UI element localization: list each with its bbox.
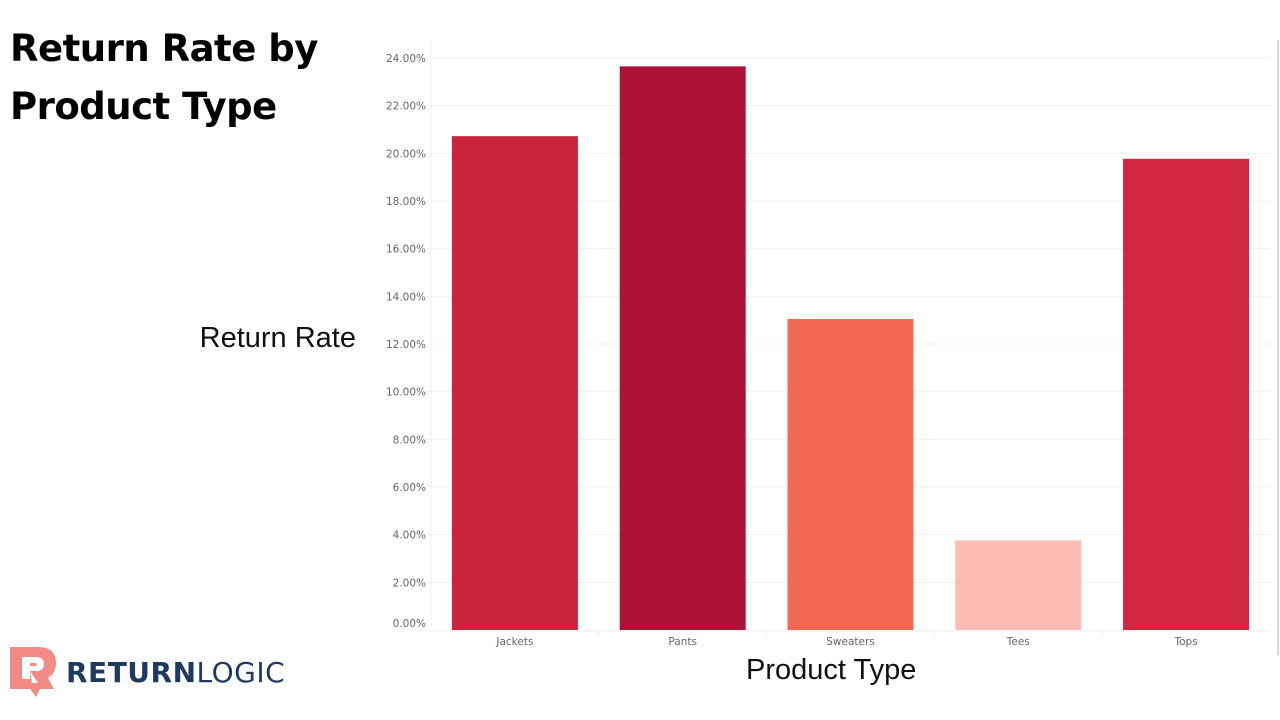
y-tick-label: 22.00% (386, 101, 426, 113)
r-return-arrow-logo-icon (10, 647, 56, 697)
y-tick-label: 16.00% (386, 244, 426, 256)
y-tick-label: 8.00% (393, 434, 426, 446)
x-tick-label: Jackets (495, 636, 533, 648)
chart-border (1277, 40, 1279, 655)
y-tick-label: 14.00% (386, 291, 426, 303)
y-tick-label: 20.00% (386, 148, 426, 160)
y-axis-label: Return Rate (199, 322, 356, 354)
x-axis-label: Product Type (746, 654, 917, 686)
brand-name-light: LOGIC (196, 655, 286, 689)
y-tick-label: 4.00% (393, 530, 426, 542)
x-tick-label: Tops (1173, 636, 1197, 648)
y-tick-label: 24.00% (386, 53, 426, 65)
bar-jackets (451, 136, 578, 630)
bar-tees (955, 540, 1082, 630)
page-title: Return Rate by Product Type (10, 27, 318, 128)
bar-sweaters (787, 318, 914, 630)
returnlogic-logo: RETURNLOGIC (8, 645, 285, 699)
y-tick-label: 10.00% (386, 387, 426, 399)
bar-pants (619, 66, 746, 630)
y-tick-label: 18.00% (386, 196, 426, 208)
x-tick-label: Pants (668, 636, 697, 648)
y-tick-label: 0.00% (393, 618, 426, 630)
bar-tops (1123, 158, 1250, 630)
x-tick-label: Tees (1006, 636, 1030, 648)
x-tick-label: Sweaters (826, 636, 875, 648)
y-tick-label: 2.00% (393, 577, 426, 589)
y-tick-label: 12.00% (386, 339, 426, 351)
brand-name-bold: RETURN (66, 655, 197, 689)
y-tick-label: 6.00% (393, 482, 426, 494)
